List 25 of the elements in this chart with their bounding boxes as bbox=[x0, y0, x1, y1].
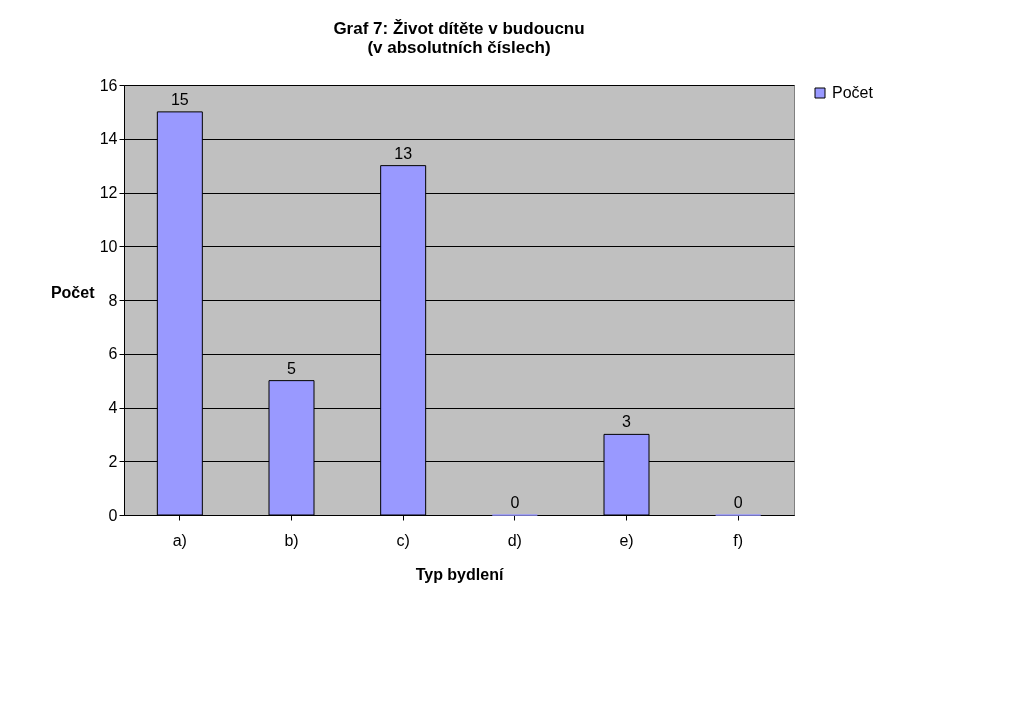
data-label: 3 bbox=[622, 413, 632, 431]
x-tick-label: c) bbox=[396, 531, 410, 549]
x-tick-label: d) bbox=[507, 531, 522, 549]
y-tick-label: 12 bbox=[99, 184, 118, 201]
y-tick-label: 0 bbox=[108, 506, 118, 524]
y-tick-label: 16 bbox=[99, 76, 118, 94]
chart-title: Graf 7: Život dítěte v budoucnu (v absolutních číslech) bbox=[333, 19, 585, 57]
x-tick-label: f) bbox=[733, 531, 744, 549]
y-tick-label: 4 bbox=[108, 399, 118, 416]
data-label: 15 bbox=[170, 90, 189, 108]
x-axis-title: Typ bydlení bbox=[415, 565, 504, 583]
legend-label: Počet bbox=[832, 84, 874, 101]
data-label: 0 bbox=[510, 494, 520, 511]
data-label: 13 bbox=[394, 144, 413, 162]
x-tick-label: a) bbox=[172, 531, 187, 549]
y-tick-label: 14 bbox=[99, 130, 118, 148]
data-label: 5 bbox=[287, 359, 297, 377]
y-tick-label: 2 bbox=[108, 452, 118, 470]
y-tick-label: 6 bbox=[108, 345, 118, 363]
y-tick-label: 8 bbox=[108, 291, 118, 309]
y-tick-label: 10 bbox=[99, 237, 118, 255]
x-tick-label: e) bbox=[619, 531, 634, 549]
y-axis-title: Počet bbox=[50, 283, 96, 301]
data-label: 0 bbox=[733, 494, 743, 511]
x-tick-label: b) bbox=[284, 531, 299, 549]
